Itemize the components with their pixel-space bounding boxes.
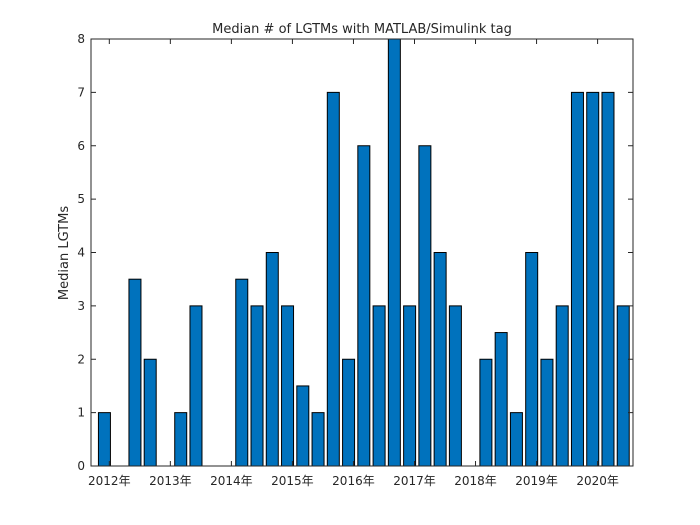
bar-6 [189,305,203,467]
bar-19 [387,38,401,467]
bar-11 [265,252,279,467]
y-tick-label: 0 [77,459,85,473]
axes-group: 0 1 2 3 4 5 6 7 8 2012年 2013年 2014年 2015年 2016年 2017年 2… [77,32,634,488]
bar-0 [97,412,111,467]
bars-group [97,38,630,467]
y-tick-label: 1 [77,406,85,420]
y-axis-label: Median LGTMs [57,206,72,300]
x-tick-label: 2013年 [149,474,192,488]
bar-3 [143,358,157,467]
bar-21 [418,145,432,467]
bar-33 [601,91,615,467]
bar-5 [174,412,188,467]
bar-17 [357,145,371,467]
bar-23 [448,305,462,467]
x-tick-label: 2012年 [88,474,131,488]
bar-29 [540,358,554,467]
y-tick-label: 5 [77,192,85,206]
bar-16 [342,358,356,467]
bar-25 [479,358,493,467]
y-tick-label: 7 [77,85,85,99]
x-tick-label: 2015年 [271,474,314,488]
x-tick-label: 2014年 [210,474,253,488]
y-tick-label: 6 [77,139,85,153]
bar-32 [586,91,600,467]
x-tick-label: 2020年 [576,474,619,488]
y-tick-label: 2 [77,352,85,366]
bar-18 [372,305,386,467]
bar-34 [616,305,630,467]
bar-26 [494,332,508,467]
bar-14 [311,412,325,467]
bar-2 [128,278,142,467]
y-tick-label: 4 [77,246,85,260]
y-tick-label: 3 [77,299,85,313]
y-tick-label: 8 [77,32,85,46]
bar-13 [296,385,310,467]
bar-22 [433,252,447,467]
x-tick-label: 2017年 [393,474,436,488]
x-tick-label: 2018年 [454,474,497,488]
bar-20 [403,305,417,467]
chart-title: Median # of LGTMs with MATLAB/Simulink t… [212,22,512,37]
x-tick-label: 2016年 [332,474,375,488]
x-tick-label: 2019年 [515,474,558,488]
bar-15 [326,91,340,467]
bar-30 [555,305,569,467]
bar-31 [570,91,584,467]
bar-28 [525,252,539,467]
bar-27 [509,412,523,467]
bar-10 [250,305,264,467]
bar-12 [281,305,295,467]
bar-9 [235,278,249,467]
